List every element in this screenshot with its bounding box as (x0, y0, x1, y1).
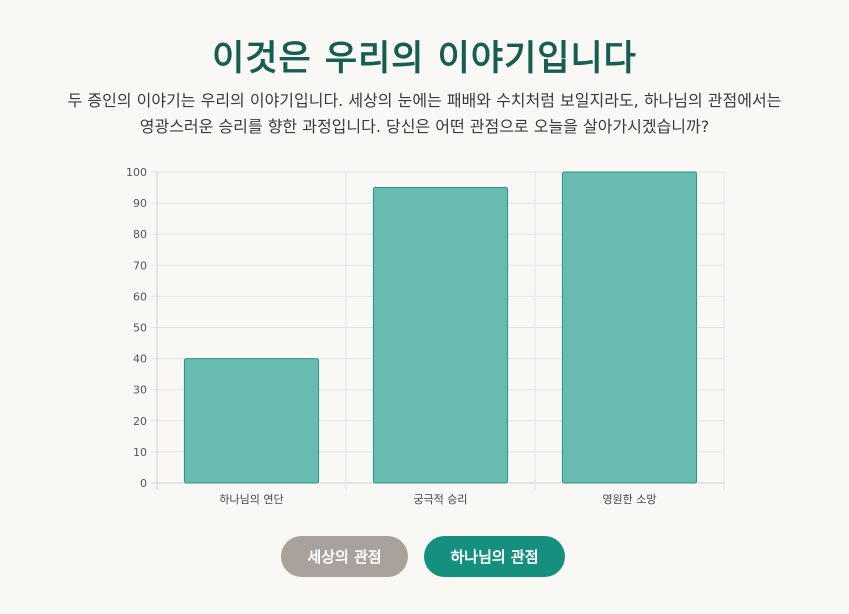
perspective-buttons: 세상의 관점 하나님의 관점 (0, 536, 849, 577)
y-tick-label: 70 (133, 259, 147, 272)
page-title: 이것은 우리의 이야기입니다 (212, 39, 637, 79)
subtitle-line-1: 두 증인의 이야기는 우리의 이야기입니다. 세상의 눈에는 패배와 수치처럼 … (67, 91, 782, 110)
page-subtitle: 두 증인의 이야기는 우리의 이야기입니다. 세상의 눈에는 패배와 수치처럼 … (20, 88, 829, 140)
god-perspective-button[interactable]: 하나님의 관점 (424, 536, 565, 577)
world-perspective-button[interactable]: 세상의 관점 (281, 536, 408, 577)
y-tick-label: 50 (133, 322, 147, 335)
bar (372, 187, 509, 484)
bar (561, 171, 698, 484)
y-tick-label: 40 (133, 353, 147, 366)
y-tick-label: 30 (133, 384, 147, 397)
y-tick-label: 10 (133, 446, 147, 459)
y-tick-label: 80 (133, 228, 147, 241)
y-tick-label: 0 (140, 477, 147, 490)
y-tick-label: 20 (133, 415, 147, 428)
x-tick-label: 궁극적 승리 (413, 493, 467, 506)
x-tick-label: 하나님의 연단 (219, 492, 283, 506)
bar (183, 358, 320, 484)
x-tick-label: 영원한 소망 (602, 493, 656, 506)
y-tick-label: 90 (133, 197, 147, 210)
subtitle-line-2: 영광스러운 승리를 향한 과정입니다. 당신은 어떤 관점으로 오늘을 살아가시… (139, 117, 710, 136)
y-tick-label: 100 (126, 166, 147, 179)
y-tick-label: 60 (133, 290, 147, 303)
